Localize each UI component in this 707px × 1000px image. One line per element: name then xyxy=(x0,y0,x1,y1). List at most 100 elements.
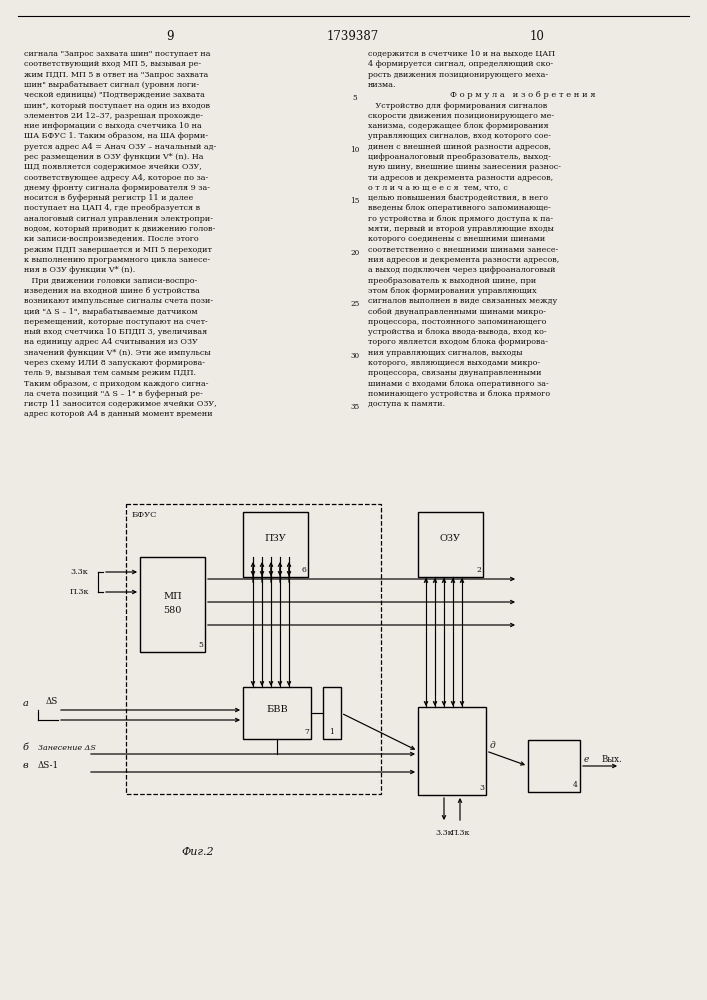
Text: ческой единицы) "Подтверждение захвата: ческой единицы) "Подтверждение захвата xyxy=(24,91,205,99)
Text: ла счета позиций "Δ S – 1" в буферный ре-: ла счета позиций "Δ S – 1" в буферный ре… xyxy=(24,390,203,398)
Text: 4 формируется сигнал, определяющий ско-: 4 формируется сигнал, определяющий ско- xyxy=(368,60,553,68)
Text: МП: МП xyxy=(163,592,182,601)
Bar xyxy=(243,687,311,739)
Text: устройства и блока ввода-вывода, вход ко-: устройства и блока ввода-вывода, вход ко… xyxy=(368,328,547,336)
Text: поступает на ЦАП 4, где преобразуется в: поступает на ЦАП 4, где преобразуется в xyxy=(24,205,200,213)
Text: ки записи-воспроизведения. После этого: ки записи-воспроизведения. После этого xyxy=(24,235,199,243)
Text: собой двунаправленными шинами микро-: собой двунаправленными шинами микро- xyxy=(368,308,546,316)
Text: соответственно с внешними шинами занесе-: соответственно с внешними шинами занесе- xyxy=(368,246,559,254)
Text: 15: 15 xyxy=(350,197,360,205)
Text: БФУС: БФУС xyxy=(132,511,158,519)
Text: адрес которой А4 в данный момент времени: адрес которой А4 в данный момент времени xyxy=(24,410,213,418)
Text: ШД появляется содержимое ячейки ОЗУ,: ШД появляется содержимое ячейки ОЗУ, xyxy=(24,163,201,171)
Bar xyxy=(243,512,308,577)
Text: возникают импульсные сигналы счета пози-: возникают импульсные сигналы счета пози- xyxy=(24,297,213,305)
Text: поминающего устройства и блока прямого: поминающего устройства и блока прямого xyxy=(368,390,550,398)
Text: о т л и ч а ю щ е е с я  тем, что, с: о т л и ч а ю щ е е с я тем, что, с xyxy=(368,184,508,192)
Bar xyxy=(140,557,205,652)
Text: низма.: низма. xyxy=(368,81,397,89)
Text: 580: 580 xyxy=(163,606,182,615)
Text: перемещений, которые поступают на счет-: перемещений, которые поступают на счет- xyxy=(24,318,208,326)
Bar xyxy=(528,740,580,792)
Text: Устройство для формирования сигналов: Устройство для формирования сигналов xyxy=(368,102,547,109)
Text: 3.3к: 3.3к xyxy=(435,829,453,837)
Text: 1: 1 xyxy=(329,728,334,736)
Text: торого является входом блока формирова-: торого является входом блока формирова- xyxy=(368,338,548,346)
Text: 25: 25 xyxy=(351,300,360,308)
Bar xyxy=(418,512,483,577)
Text: к выполнению программного цикла занесе-: к выполнению программного цикла занесе- xyxy=(24,256,210,264)
Text: ние информации с выхода счетчика 10 на: ние информации с выхода счетчика 10 на xyxy=(24,122,201,130)
Text: рость движения позиционирующего меха-: рость движения позиционирующего меха- xyxy=(368,71,548,79)
Text: ния адресов и декремента разности адресов,: ния адресов и декремента разности адресо… xyxy=(368,256,559,264)
Text: 6: 6 xyxy=(301,566,306,574)
Text: ный вход счетчика 10 БПДП 3, увеличивая: ный вход счетчика 10 БПДП 3, увеличивая xyxy=(24,328,207,336)
Text: ПЗУ: ПЗУ xyxy=(264,534,286,543)
Text: сигналов выполнен в виде связанных между: сигналов выполнен в виде связанных между xyxy=(368,297,557,305)
Text: 1739387: 1739387 xyxy=(327,29,379,42)
Text: гистр 11 заносится содержимое ячейки ОЗУ,: гистр 11 заносится содержимое ячейки ОЗУ… xyxy=(24,400,216,408)
Text: значений функции V* (n). Эти же импульсы: значений функции V* (n). Эти же импульсы xyxy=(24,349,211,357)
Text: Фиг.2: Фиг.2 xyxy=(182,847,214,857)
Bar xyxy=(126,504,381,794)
Text: Таким образом, с приходом каждого сигна-: Таким образом, с приходом каждого сигна- xyxy=(24,380,209,388)
Bar xyxy=(323,687,341,739)
Text: ΔS-1: ΔS-1 xyxy=(38,762,59,770)
Text: через схему ИЛИ 8 запускают формирова-: через схему ИЛИ 8 запускают формирова- xyxy=(24,359,205,367)
Text: днему фронту сигнала формирователя 9 за-: днему фронту сигнала формирователя 9 за- xyxy=(24,184,210,192)
Text: шин" вырабатывает сигнал (уровня логи-: шин" вырабатывает сигнал (уровня логи- xyxy=(24,81,199,89)
Text: соответствующее адресу А4, которое по за-: соответствующее адресу А4, которое по за… xyxy=(24,174,209,182)
Text: водом, который приводит к движению голов-: водом, который приводит к движению голов… xyxy=(24,225,215,233)
Text: содержится в счетчике 10 и на выходе ЦАП: содержится в счетчике 10 и на выходе ЦАП xyxy=(368,50,555,58)
Text: ти адресов и декремента разности адресов,: ти адресов и декремента разности адресов… xyxy=(368,174,553,182)
Text: ханизма, содержащее блок формирования: ханизма, содержащее блок формирования xyxy=(368,122,549,130)
Text: а выход подключен через цифроаналоговый: а выход подключен через цифроаналоговый xyxy=(368,266,556,274)
Text: ОЗУ: ОЗУ xyxy=(440,534,461,543)
Text: Занесение ΔS: Занесение ΔS xyxy=(38,744,96,752)
Bar xyxy=(418,707,486,795)
Text: процессора, постоянного запоминающего: процессора, постоянного запоминающего xyxy=(368,318,547,326)
Text: ΔS: ΔS xyxy=(46,698,58,706)
Text: соответствующий вход МП 5, вызывая ре-: соответствующий вход МП 5, вызывая ре- xyxy=(24,60,201,68)
Text: динен с внешней шиной разности адресов,: динен с внешней шиной разности адресов, xyxy=(368,143,551,151)
Text: цифроаналоговый преобразователь, выход-: цифроаналоговый преобразователь, выход- xyxy=(368,153,551,161)
Text: 10: 10 xyxy=(350,146,360,154)
Text: шин", который поступает на один из входов: шин", который поступает на один из входо… xyxy=(24,102,210,109)
Text: При движении головки записи-воспро-: При движении головки записи-воспро- xyxy=(24,277,197,285)
Text: 10: 10 xyxy=(530,29,544,42)
Text: 5: 5 xyxy=(198,641,203,649)
Text: 7: 7 xyxy=(304,728,309,736)
Text: 5: 5 xyxy=(353,94,357,102)
Text: тель 9, вызывая тем самым режим ПДП.: тель 9, вызывая тем самым режим ПДП. xyxy=(24,369,196,377)
Text: 9: 9 xyxy=(166,29,174,42)
Text: Вых.: Вых. xyxy=(602,754,623,764)
Text: шинами с входами блока оперативного за-: шинами с входами блока оперативного за- xyxy=(368,380,549,388)
Text: режим ПДП завершается и МП 5 переходит: режим ПДП завершается и МП 5 переходит xyxy=(24,246,212,254)
Text: процессора, связаны двунаправленными: процессора, связаны двунаправленными xyxy=(368,369,542,377)
Text: П.3к: П.3к xyxy=(70,588,90,596)
Text: изведения на входной шине б устройства: изведения на входной шине б устройства xyxy=(24,287,200,295)
Text: мяти, первый и второй управляющие входы: мяти, первый и второй управляющие входы xyxy=(368,225,554,233)
Text: руется адрес А4 = Анач ОЗУ – начальный ад-: руется адрес А4 = Анач ОЗУ – начальный а… xyxy=(24,143,216,151)
Text: преобразователь к выходной шине, при: преобразователь к выходной шине, при xyxy=(368,277,536,285)
Text: скорости движения позиционирующего ме-: скорости движения позиционирующего ме- xyxy=(368,112,554,120)
Text: 35: 35 xyxy=(351,403,360,411)
Text: д: д xyxy=(490,740,496,750)
Text: го устройства и блок прямого доступа к па-: го устройства и блок прямого доступа к п… xyxy=(368,215,553,223)
Text: Ф о р м у л а   и з о б р е т е н и я: Ф о р м у л а и з о б р е т е н и я xyxy=(450,91,596,99)
Text: введены блок оперативного запоминающе-: введены блок оперативного запоминающе- xyxy=(368,205,551,213)
Text: управляющих сигналов, вход которого сое-: управляющих сигналов, вход которого сое- xyxy=(368,132,551,140)
Text: ния в ОЗУ функции V* (n).: ния в ОЗУ функции V* (n). xyxy=(24,266,135,274)
Text: аналоговый сигнал управления электропри-: аналоговый сигнал управления электропри- xyxy=(24,215,213,223)
Text: жим ПДП. МП 5 в ответ на "Запрос захвата: жим ПДП. МП 5 в ответ на "Запрос захвата xyxy=(24,71,209,79)
Text: 30: 30 xyxy=(351,352,360,360)
Text: П.3к: П.3к xyxy=(450,829,469,837)
Text: целью повышения быстродействия, в него: целью повышения быстродействия, в него xyxy=(368,194,548,202)
Text: в: в xyxy=(23,762,28,770)
Text: а: а xyxy=(23,700,29,708)
Text: 3: 3 xyxy=(479,784,484,792)
Text: на единицу адрес А4 считывания из ОЗУ: на единицу адрес А4 считывания из ОЗУ xyxy=(24,338,198,346)
Text: е: е xyxy=(584,754,590,764)
Text: рес размещения в ОЗУ функции V* (n). На: рес размещения в ОЗУ функции V* (n). На xyxy=(24,153,204,161)
Text: БВВ: БВВ xyxy=(266,706,288,714)
